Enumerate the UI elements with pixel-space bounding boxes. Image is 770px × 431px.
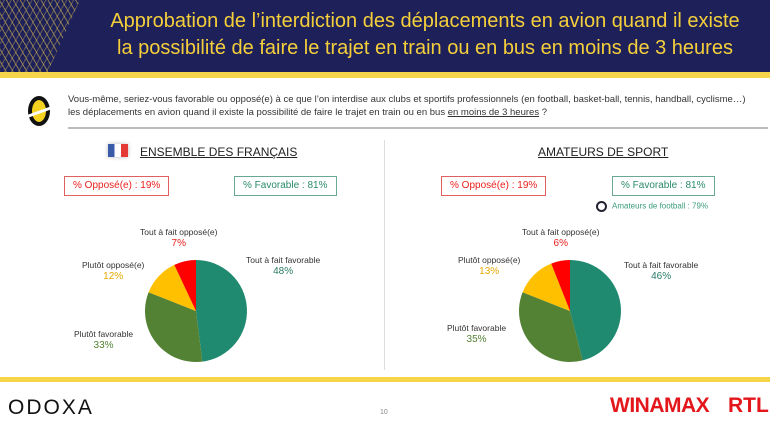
football-note-text: Amateurs de football : 79% (612, 201, 709, 211)
header-divider (0, 72, 770, 78)
label-tout-opp: Tout à fait opposé(e) (522, 227, 600, 237)
value-tout-opp: 7% (171, 238, 186, 249)
football-note: Amateurs de football : 79% (596, 201, 708, 212)
value-tout-opp: 6% (553, 238, 568, 249)
winamax-logo: WINAMAX (610, 394, 710, 417)
favorable-box: % Favorable : 81% (612, 176, 715, 196)
pie-chart-amateurs (519, 260, 621, 362)
page-title: Approbation de l’interdiction des déplac… (90, 8, 760, 62)
value-plutot-opp: 12% (103, 271, 124, 282)
slice-plutot-fav (145, 292, 203, 362)
slice-plutot-opp (522, 263, 570, 311)
header: Approbation de l’interdiction des déplac… (0, 0, 770, 72)
panel-divider (384, 140, 385, 370)
question-line-2: les déplacements en avion quand il exist… (68, 107, 448, 118)
opposed-box: % Opposé(e) : 19% (441, 176, 547, 196)
panel-title-ensemble: ENSEMBLE DES FRANÇAIS (140, 145, 298, 159)
label-plutot-fav: Plutôt favorable (74, 329, 134, 339)
question-text: Vous-même, seriez-vous favorable ou oppo… (68, 93, 768, 119)
rtl-logo: RTL (728, 394, 769, 417)
header-pattern (0, 0, 80, 72)
label-plutot-opp: Plutôt opposé(e) (82, 260, 145, 270)
france-flag-icon (108, 144, 128, 157)
question-line-1: Vous-même, seriez-vous favorable ou oppo… (68, 94, 746, 105)
slice-tout-fav (196, 260, 247, 362)
page-number: 10 (380, 409, 388, 416)
slice-tout-opp (174, 260, 196, 311)
label-plutot-opp: Plutôt opposé(e) (458, 255, 521, 265)
slice-plutot-opp (148, 264, 196, 311)
opposed-box: % Opposé(e) : 19% (64, 176, 170, 196)
title-line-1: Approbation de l’interdiction des déplac… (110, 10, 740, 32)
slice-tout-fav (570, 260, 621, 361)
slice-tout-opp (551, 260, 570, 311)
question-divider (68, 127, 768, 129)
value-plutot-fav: 33% (93, 340, 114, 351)
odoxa-logo: ODOXA (8, 396, 94, 419)
label-plutot-fav: Plutôt favorable (447, 323, 507, 333)
favorable-box: % Favorable : 81% (234, 176, 337, 196)
value-plutot-opp: 13% (479, 266, 500, 277)
odoxa-question-icon (28, 96, 50, 126)
question-underlined: en moins de 3 heures (447, 107, 540, 118)
question-end: ? (539, 107, 548, 118)
panel-title-amateurs: AMATEURS DE SPORT (538, 145, 669, 159)
pie-chart-ensemble (145, 260, 247, 362)
label-tout-opp: Tout à fait opposé(e) (140, 227, 218, 237)
slice-plutot-fav (519, 292, 583, 362)
label-tout-fav: Tout à fait favorable (246, 255, 321, 265)
label-tout-fav: Tout à fait favorable (624, 260, 699, 270)
footer-divider (0, 377, 770, 382)
value-plutot-fav: 35% (466, 334, 487, 345)
title-line-2: la possibilité de faire le trajet en tra… (117, 37, 733, 59)
value-tout-fav: 48% (273, 266, 294, 277)
football-icon (596, 201, 607, 212)
value-tout-fav: 46% (651, 271, 672, 282)
